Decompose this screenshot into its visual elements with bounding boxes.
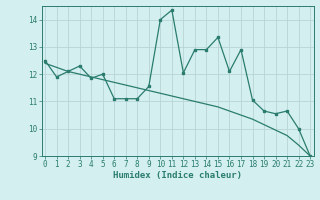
- X-axis label: Humidex (Indice chaleur): Humidex (Indice chaleur): [113, 171, 242, 180]
